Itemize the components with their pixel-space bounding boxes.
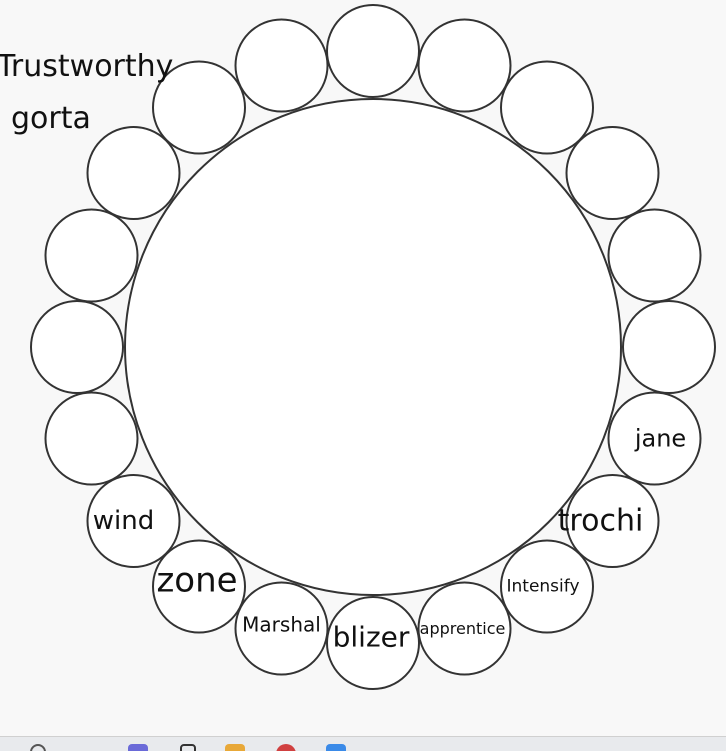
drop-slot[interactable] xyxy=(500,539,594,634)
drop-slot[interactable] xyxy=(234,581,329,676)
drop-slot[interactable] xyxy=(152,60,246,155)
slot-word-label[interactable]: jane xyxy=(634,425,686,453)
slot-word-label[interactable]: zone xyxy=(156,561,237,601)
drop-slot[interactable] xyxy=(622,300,716,394)
drop-slot[interactable] xyxy=(44,208,139,303)
slot-word-label[interactable]: trochi xyxy=(558,504,644,539)
purple-app-icon[interactable] xyxy=(128,744,148,751)
folder-icon[interactable] xyxy=(225,744,245,751)
slot-word-label[interactable]: Intensify xyxy=(506,577,579,597)
slot-word-label[interactable]: blizer xyxy=(333,621,410,654)
drop-slot[interactable] xyxy=(30,300,124,394)
drop-slot[interactable] xyxy=(152,539,246,634)
center-circle xyxy=(124,98,622,596)
drop-slot[interactable] xyxy=(234,18,329,113)
phone-icon[interactable] xyxy=(180,744,196,751)
taskbar xyxy=(0,736,726,751)
drop-slot[interactable] xyxy=(44,391,139,486)
red-app-icon[interactable] xyxy=(276,744,296,751)
drop-slot[interactable] xyxy=(417,18,512,113)
drop-slot[interactable] xyxy=(607,391,702,486)
drop-slot[interactable] xyxy=(500,60,594,155)
drop-slot[interactable] xyxy=(565,126,660,220)
drop-slot[interactable] xyxy=(86,126,181,220)
drop-slot[interactable] xyxy=(565,474,660,568)
drop-slot[interactable] xyxy=(607,208,702,303)
slot-word-label[interactable]: apprentice xyxy=(420,619,506,638)
draggable-word-trustworthy[interactable]: Trustworthy xyxy=(0,49,174,84)
blue-app-icon[interactable] xyxy=(326,744,346,751)
slot-word-label[interactable]: wind xyxy=(93,506,154,536)
draggable-word-gorta[interactable]: gorta xyxy=(11,101,91,136)
slot-word-label[interactable]: Marshal xyxy=(242,613,321,637)
drop-slot[interactable] xyxy=(326,596,420,690)
search-icon[interactable] xyxy=(30,744,46,751)
drop-slot[interactable] xyxy=(417,581,512,676)
drop-slot[interactable] xyxy=(326,4,420,98)
drop-slot[interactable] xyxy=(86,474,181,568)
